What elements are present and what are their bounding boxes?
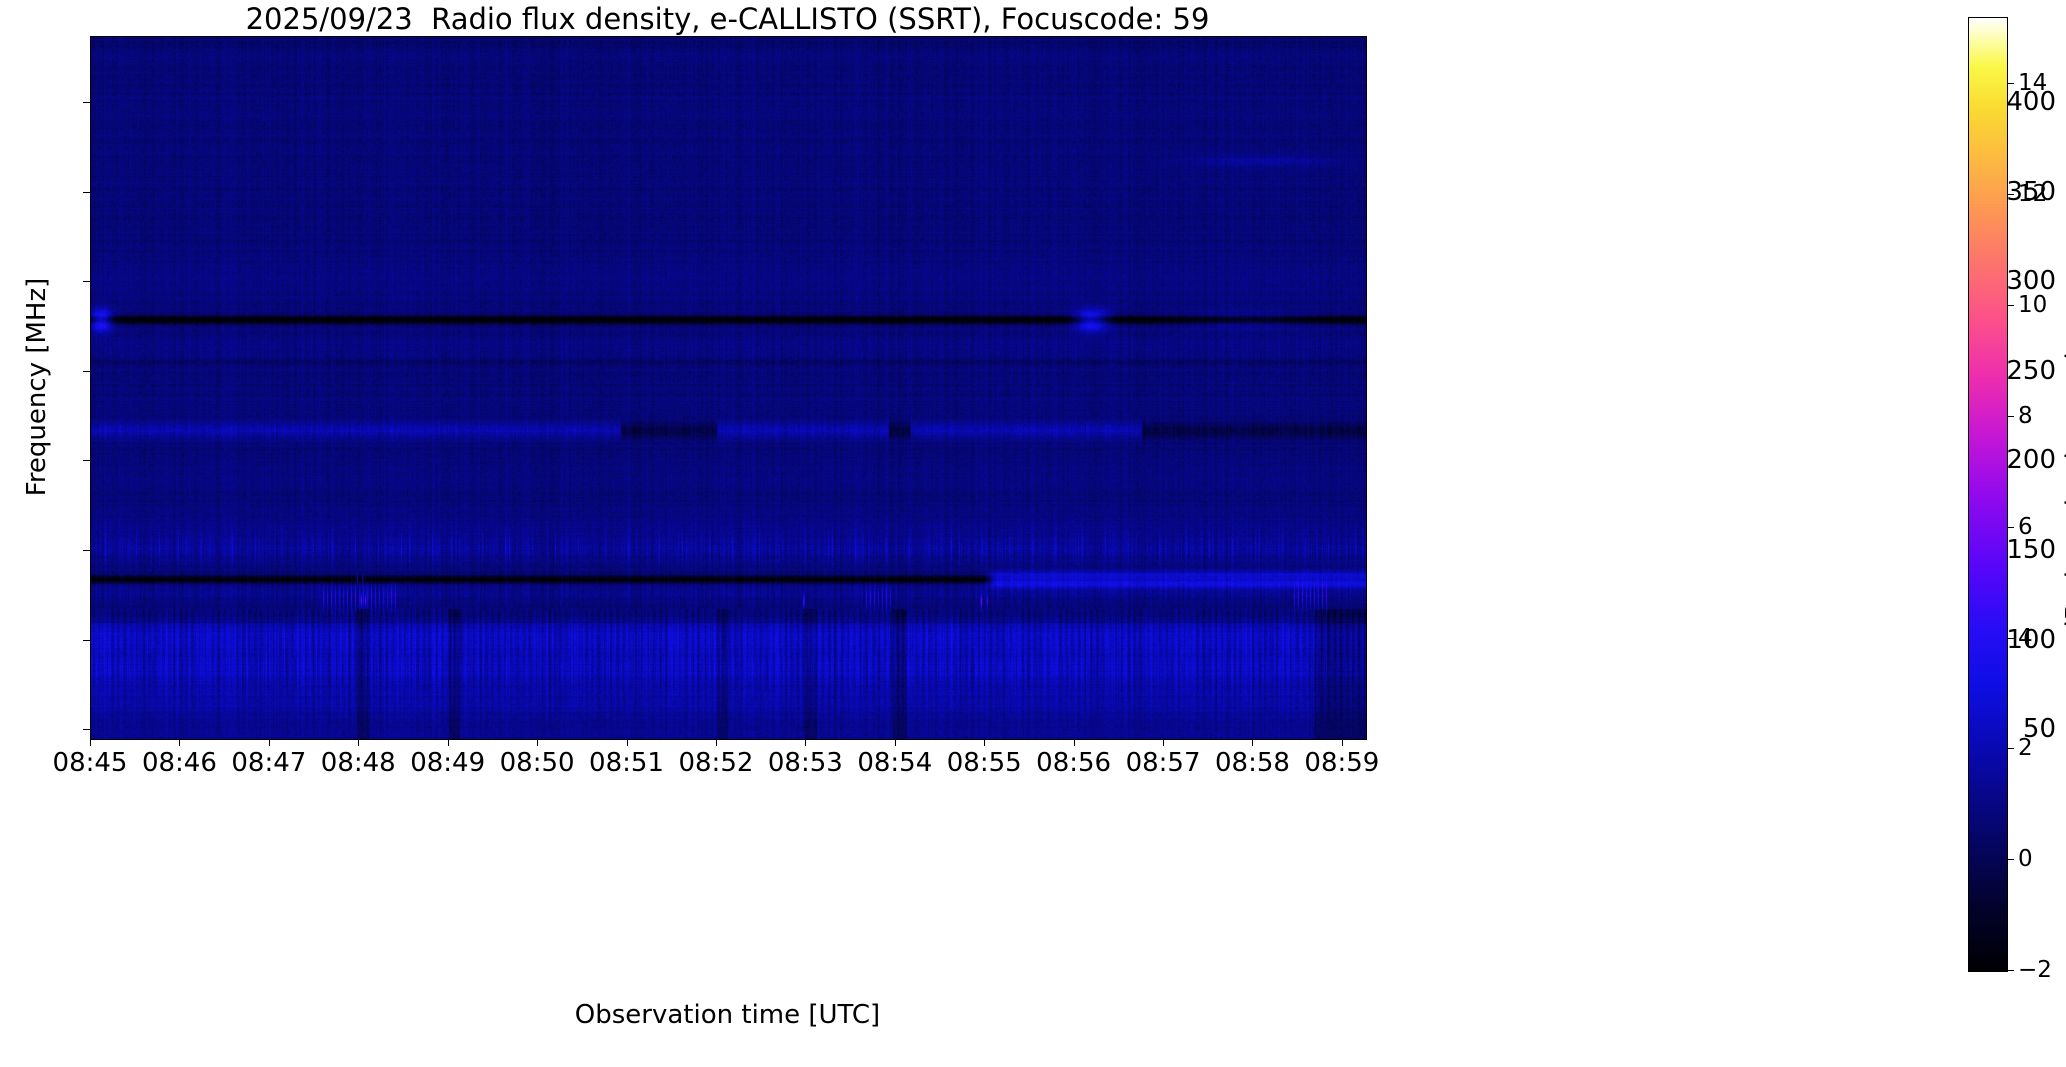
x-tick-mark: [1341, 739, 1343, 746]
colorbar-tick-label: 12: [2018, 181, 2048, 208]
colorbar-tick-mark: [2007, 526, 2014, 528]
x-tick-mark: [179, 739, 181, 746]
x-tick-mark: [447, 739, 449, 746]
y-tick-label: 350: [2006, 176, 2056, 207]
y-tick-label: 100: [2006, 624, 2056, 655]
colorbar-tick-mark: [2007, 415, 2014, 417]
x-tick-mark: [358, 739, 360, 746]
colorbar-tick-mark: [2007, 748, 2014, 750]
spectrogram-image: [91, 37, 1366, 739]
y-tick-mark: [83, 549, 90, 551]
x-tick-label: 08:48: [320, 748, 396, 778]
y-tick-mark: [83, 281, 90, 283]
y-tick-mark: [83, 370, 90, 372]
colorbar-tick-label: 14: [2018, 70, 2048, 97]
x-tick-mark: [984, 739, 986, 746]
x-tick-mark: [90, 739, 91, 746]
x-tick-mark: [894, 739, 896, 746]
colorbar-tick-label: 10: [2018, 292, 2048, 319]
x-tick-mark: [268, 739, 270, 746]
y-tick-mark: [83, 639, 90, 641]
spectrogram-plot-area: [90, 36, 1367, 740]
y-axis-label: Frequency [MHz]: [22, 277, 52, 497]
y-tick-label: 400: [2006, 87, 2056, 118]
x-tick-label: 08:46: [141, 748, 217, 778]
page-title: 2025/09/23 Radio flux density, e-CALLIST…: [245, 2, 1210, 36]
x-tick-label: 08:56: [1036, 748, 1112, 778]
colorbar-tick-label: 8: [2018, 402, 2033, 429]
x-tick-label: 08:52: [678, 748, 754, 778]
colorbar-tick-label: 2: [2018, 735, 2033, 762]
x-tick-label: 08:45: [52, 748, 128, 778]
x-tick-mark: [715, 739, 717, 746]
colorbar-tick-mark: [2007, 637, 2014, 639]
colorbar-tick-mark: [2007, 970, 2014, 971]
colorbar-tick-label: 4: [2018, 624, 2033, 651]
x-tick-label: 08:58: [1215, 748, 1290, 778]
x-tick-label: 08:53: [767, 748, 843, 778]
colorbar-tick-mark: [2007, 194, 2014, 196]
x-tick-label: 08:54: [857, 748, 933, 778]
y-tick-label: 50: [2022, 714, 2056, 745]
x-tick-label: 08:59: [1304, 748, 1380, 778]
x-axis-label: Observation time [UTC]: [574, 1000, 881, 1030]
colorbar-tick-mark: [2007, 83, 2014, 85]
colorbar-tick-label: −2: [2018, 957, 2052, 983]
y-tick-mark: [83, 460, 90, 462]
colorbar-tick-mark: [2007, 305, 2014, 307]
colorbar-tick-label: 0: [2018, 846, 2033, 873]
y-tick-label: 200: [2006, 445, 2056, 476]
x-tick-label: 08:57: [1125, 748, 1201, 778]
x-tick-mark: [805, 739, 807, 746]
x-tick-label: 08:49: [410, 748, 486, 778]
y-tick-mark: [83, 191, 90, 193]
x-tick-mark: [626, 739, 628, 746]
colorbar-tick-label: 6: [2018, 513, 2033, 540]
x-tick-mark: [1073, 739, 1075, 746]
y-tick-mark: [83, 729, 90, 731]
x-tick-label: 08:55: [946, 748, 1022, 778]
y-tick-label: 250: [2006, 355, 2056, 386]
x-tick-label: 08:47: [231, 748, 307, 778]
colorbar-label: dB above background: [2061, 352, 2066, 637]
x-tick-label: 08:50: [499, 748, 575, 778]
colorbar-gradient: [1969, 18, 2007, 971]
x-tick-mark: [1252, 739, 1254, 746]
colorbar-tick-mark: [2007, 859, 2014, 861]
y-tick-label: 150: [2006, 534, 2056, 565]
x-tick-mark: [537, 739, 539, 746]
y-tick-mark: [83, 102, 90, 104]
colorbar: [1968, 17, 2008, 972]
x-tick-label: 08:51: [589, 748, 664, 778]
x-tick-mark: [1163, 739, 1165, 746]
y-tick-label: 300: [2006, 266, 2056, 297]
